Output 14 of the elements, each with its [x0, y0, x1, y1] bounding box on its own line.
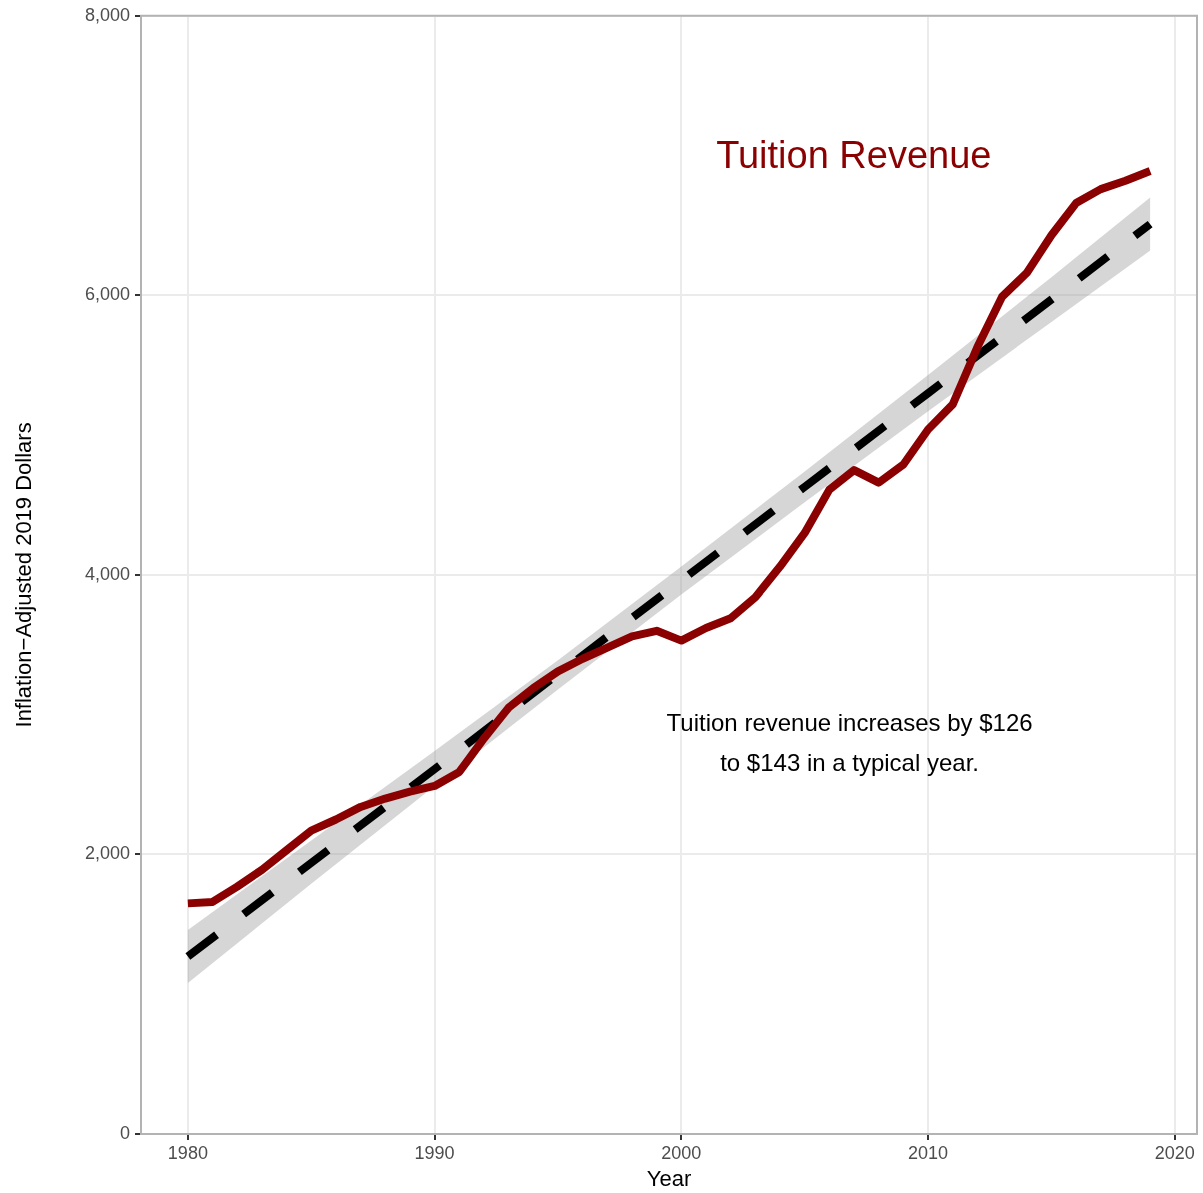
y-tick-label: 6,000 — [84, 284, 130, 305]
x-tick-label: 2010 — [908, 1142, 949, 1163]
y-tick-label: 0 — [119, 1122, 130, 1143]
y-tick-label: 8,000 — [84, 4, 130, 25]
y-tick-label: 2,000 — [84, 843, 130, 864]
x-tick-label: 2000 — [661, 1142, 702, 1163]
x-tick-label: 1980 — [167, 1142, 208, 1163]
x-axis-title: Year — [646, 1165, 692, 1191]
y-axis-title: Inflation−Adjusted 2019 Dollars — [11, 422, 37, 728]
annotation: Tuition revenue increases by $126 to $143 in a typical year. — [666, 709, 1033, 777]
x-tick-label: 2020 — [1154, 1142, 1195, 1163]
y-tick-label: 4,000 — [84, 563, 130, 584]
x-tick-label: 1990 — [414, 1142, 455, 1163]
text: Tuition Revenue — [716, 134, 992, 177]
